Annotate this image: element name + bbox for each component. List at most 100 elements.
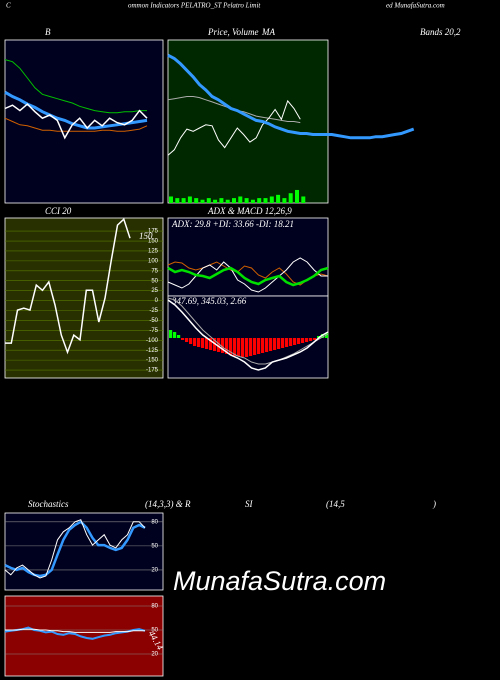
bar [217,338,221,352]
bar [293,338,297,345]
bar [309,338,313,341]
bar [250,199,255,203]
y-tick-label: 25 [151,288,158,294]
panel-title: (14,5 [326,499,345,509]
y-tick-label: 80 [151,519,158,525]
panel [4,595,164,677]
bar [265,338,269,352]
panel-title: Price, [207,27,230,37]
y-tick-label: -75 [149,328,158,334]
y-tick-label: 20 [151,652,158,658]
y-tick-label: 80 [151,604,158,610]
bar [241,338,245,357]
bar [282,198,287,203]
bar [219,198,224,203]
bar [313,338,317,340]
bar [257,198,262,203]
bar [189,338,193,344]
bar [249,338,253,356]
bar [325,333,329,338]
y-tick-label: -50 [149,318,158,324]
bar [201,338,205,348]
bar [173,332,177,338]
bar [305,338,309,342]
bar [277,338,281,349]
series-line [167,257,328,293]
bar [297,338,301,344]
y-tick-label: -25 [149,308,158,314]
panel-title: ) [432,499,436,509]
series-line [5,628,145,633]
bar [185,338,189,342]
series-line [4,103,148,140]
bar [237,338,241,356]
panel-title: B [45,27,51,37]
header-right: ed MunafaSutra.com [386,2,445,10]
panel-title: CCI 20 [45,206,72,216]
bar [197,338,201,347]
bar [301,338,305,343]
bar [206,198,211,203]
series-line [167,261,329,286]
bar [257,338,261,354]
y-tick-label: 150 [148,239,159,245]
bar [177,335,181,338]
bar [233,338,237,356]
panel-title: (14,3,3) & R [145,499,191,509]
bar [213,199,218,203]
bar [181,198,186,203]
value-label: 150 [139,231,153,241]
bar [238,196,243,203]
panel-title: Bands 20,2 [420,27,461,37]
bar [225,338,229,354]
bar [276,194,281,203]
y-tick-label: 0 [155,298,159,304]
bar [285,338,289,347]
bar [175,198,180,203]
bar [273,338,277,350]
y-tick-label: 50 [151,278,158,284]
panel-title: Volume [232,27,259,37]
bar [221,338,225,353]
panel [167,39,329,204]
bar [209,338,213,350]
bar [225,199,230,203]
y-tick-label: 50 [151,628,158,634]
bar [289,338,293,346]
y-tick-label: 125 [148,249,159,255]
bar [263,198,268,203]
bar [281,338,285,348]
y-tick-label: -125 [146,348,159,354]
panel-title: SI [245,499,254,509]
bar [169,330,173,338]
y-tick-label: 100 [148,258,159,264]
bar [245,338,249,357]
bar [288,193,293,203]
series-line [5,217,131,355]
series-line [4,59,147,114]
bar [200,199,205,203]
bar [253,338,257,355]
series-line [167,266,329,287]
panel-title: ADX & MACD 12,26,9 [207,206,292,216]
series-line [4,519,146,579]
y-tick-label: -150 [146,358,159,364]
series-line [4,117,148,132]
y-tick-label: 175 [148,229,159,235]
series-line [167,99,301,156]
panel-title: MA [261,27,275,37]
bar [269,196,274,203]
bar [181,338,185,340]
bar [269,338,273,351]
bar [244,198,249,203]
series-line [4,520,146,578]
bar [229,338,233,355]
bar [295,189,299,203]
series-line [167,297,329,365]
bar [301,196,306,203]
y-tick-label: -175 [146,368,159,374]
bar [321,334,325,338]
y-tick-label: -100 [146,338,159,344]
panel [4,217,164,379]
